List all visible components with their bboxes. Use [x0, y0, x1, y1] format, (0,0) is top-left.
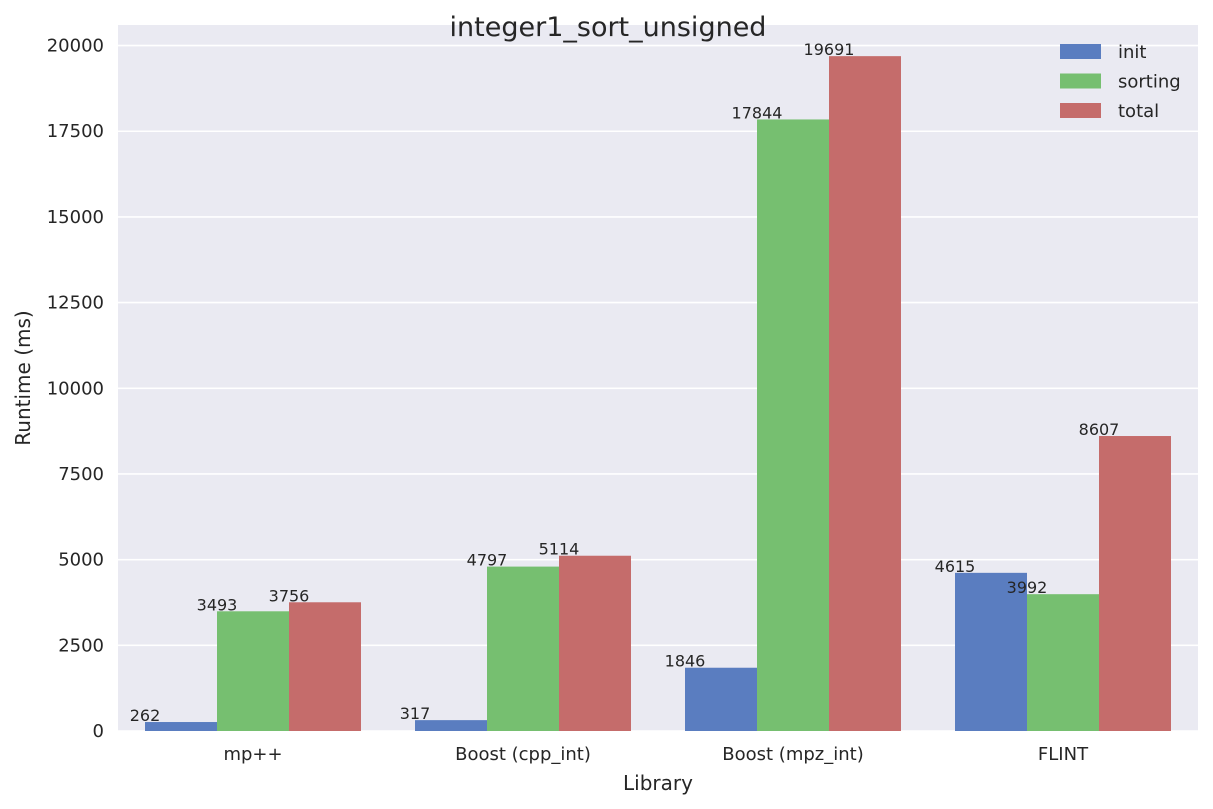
- data-label-total: 5114: [539, 540, 580, 559]
- data-label-sorting: 17844: [732, 103, 783, 122]
- data-label-total: 3756: [269, 586, 310, 605]
- y-tick-label: 7500: [58, 464, 104, 485]
- chart-title: integer1_sort_unsigned: [450, 12, 767, 43]
- x-tick-label: FLINT: [1038, 744, 1089, 765]
- y-tick-label: 2500: [58, 635, 104, 656]
- bar-init: [145, 722, 217, 731]
- bar-init: [415, 720, 487, 731]
- legend-label-sorting: sorting: [1118, 72, 1181, 93]
- data-label-init: 1846: [665, 652, 706, 671]
- legend-swatch-total: [1060, 103, 1101, 118]
- data-label-init: 262: [130, 706, 161, 725]
- y-tick-label: 17500: [47, 121, 104, 142]
- y-tick-label: 15000: [47, 207, 104, 228]
- bar-init: [955, 572, 1027, 731]
- bar-sorting: [217, 611, 289, 731]
- legend-label-init: init: [1118, 42, 1146, 63]
- x-axis-label: Library: [623, 771, 693, 795]
- data-label-total: 19691: [804, 40, 855, 59]
- bar-total: [289, 602, 361, 731]
- bar-sorting: [757, 119, 829, 732]
- data-label-total: 8607: [1079, 420, 1120, 439]
- legend: init sorting total: [1060, 42, 1181, 122]
- bar-total: [1099, 436, 1171, 731]
- data-label-sorting: 4797: [467, 551, 508, 570]
- bar-total: [829, 56, 901, 732]
- bar-sorting: [1027, 594, 1099, 731]
- y-axis-label: Runtime (ms): [11, 310, 35, 445]
- data-label-sorting: 3992: [1007, 578, 1048, 597]
- y-axis-ticks: 0 2500 5000 7500 10000 12500 15000 17500 20000: [47, 36, 104, 742]
- y-tick-label: 10000: [47, 378, 104, 399]
- x-tick-label: Boost (cpp_int): [455, 744, 591, 765]
- x-tick-label: mp++: [223, 744, 282, 765]
- data-label-init: 317: [400, 704, 431, 723]
- data-labels: 262 3493 3756 317 4797 5114 1846 17844 19691 4615…: [130, 40, 1120, 725]
- bar-init: [685, 667, 757, 731]
- y-tick-label: 0: [93, 721, 104, 742]
- data-label-init: 4615: [935, 557, 976, 576]
- legend-swatch-init: [1060, 44, 1101, 59]
- bar-total: [559, 555, 631, 731]
- legend-label-total: total: [1118, 101, 1159, 122]
- x-axis-ticks: mp++ Boost (cpp_int) Boost (mpz_int) FLINT: [223, 744, 1089, 765]
- bars: [145, 56, 1171, 732]
- bar-sorting: [487, 566, 559, 731]
- y-tick-label: 20000: [47, 36, 104, 57]
- y-tick-label: 5000: [58, 550, 104, 571]
- data-label-sorting: 3493: [197, 595, 238, 614]
- x-tick-label: Boost (mpz_int): [722, 744, 863, 765]
- legend-swatch-sorting: [1060, 73, 1101, 89]
- y-tick-label: 12500: [47, 293, 104, 314]
